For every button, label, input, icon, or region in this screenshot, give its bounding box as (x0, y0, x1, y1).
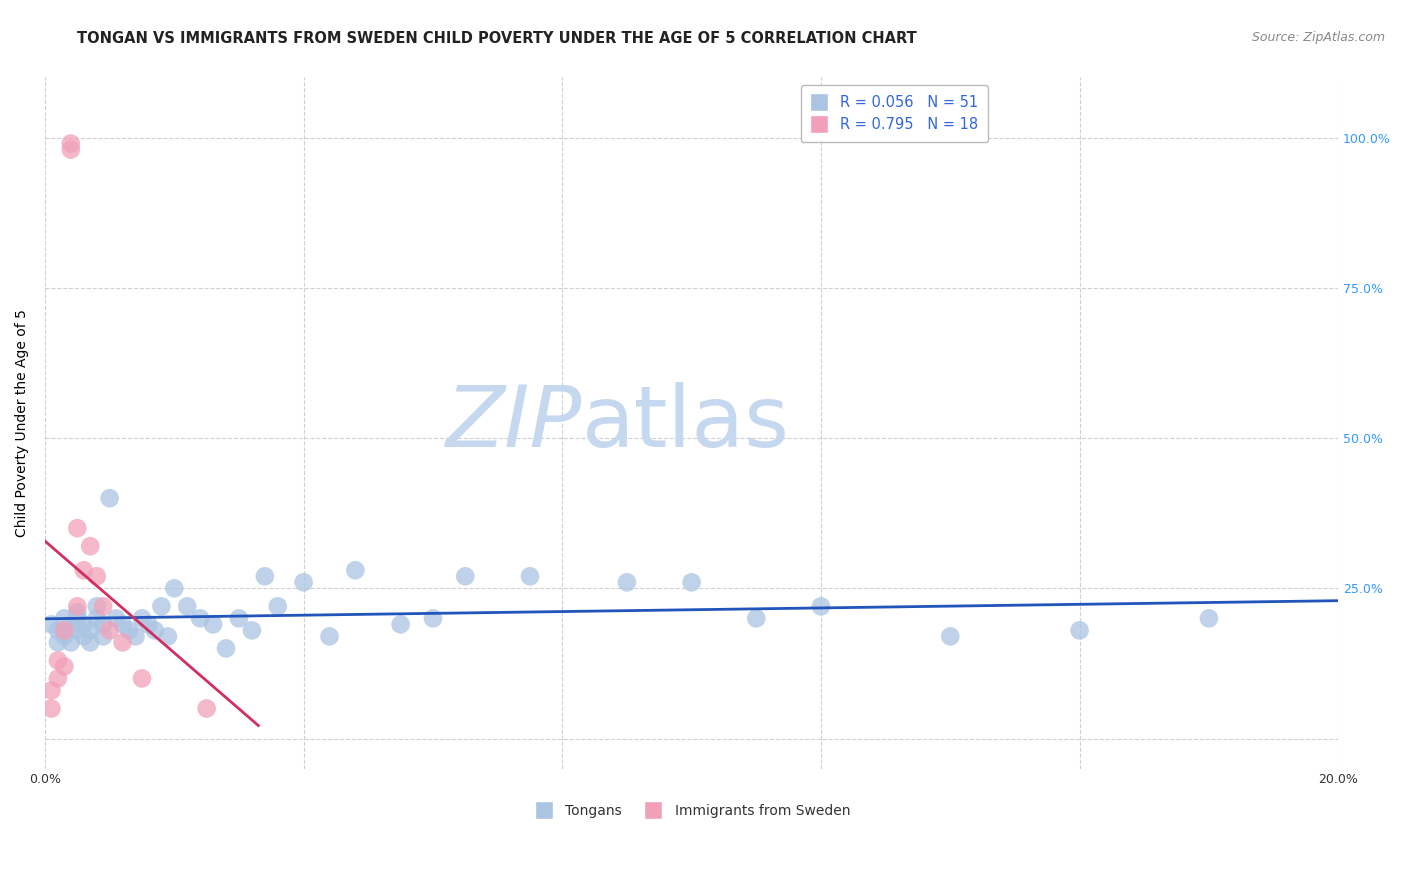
Point (681, 575, 703, 590)
Point (59, 617, 82, 632)
Point (1198, 611, 1220, 625)
Point (344, 563, 367, 577)
Point (91, 599, 114, 614)
Point (519, 569, 541, 583)
Point (240, 624, 263, 638)
Point (66, 599, 89, 614)
Point (195, 701, 218, 715)
Point (176, 599, 198, 614)
Point (202, 617, 225, 632)
Point (46, 635, 69, 649)
Point (98, 624, 121, 638)
Point (318, 629, 340, 643)
Point (111, 635, 134, 649)
Point (86, 569, 108, 583)
Point (156, 629, 179, 643)
Point (79, 635, 101, 649)
Point (46, 653, 69, 667)
Point (292, 575, 315, 590)
Point (41, 701, 63, 715)
Point (86, 599, 108, 614)
Legend: Tongans, Immigrants from Sweden: Tongans, Immigrants from Sweden (527, 798, 856, 824)
Point (131, 672, 153, 686)
Point (105, 611, 128, 625)
Point (228, 611, 250, 625)
Point (91, 629, 114, 643)
Point (422, 611, 444, 625)
Point (73, 629, 96, 643)
Point (66, 605, 89, 619)
Point (1069, 624, 1091, 638)
Point (138, 617, 160, 632)
Point (79, 624, 101, 638)
Point (41, 683, 63, 698)
Point (98, 491, 121, 505)
Point (188, 611, 211, 625)
Point (53, 624, 76, 638)
Text: TONGAN VS IMMIGRANTS FROM SWEDEN CHILD POVERTY UNDER THE AGE OF 5 CORRELATION CH: TONGAN VS IMMIGRANTS FROM SWEDEN CHILD P… (77, 31, 917, 46)
Point (46, 624, 69, 638)
Point (59, 635, 82, 649)
Point (939, 629, 962, 643)
Point (66, 624, 89, 638)
Text: ZIP: ZIP (446, 382, 582, 465)
Point (91, 617, 114, 632)
Point (59, 136, 82, 151)
Point (53, 659, 76, 673)
Point (253, 569, 276, 583)
Text: Source: ZipAtlas.com: Source: ZipAtlas.com (1251, 31, 1385, 45)
Point (131, 611, 153, 625)
Point (46, 672, 69, 686)
Point (86, 611, 108, 625)
Point (454, 569, 477, 583)
Point (41, 617, 63, 632)
Point (810, 599, 832, 614)
Y-axis label: Child Poverty Under the Age of 5: Child Poverty Under the Age of 5 (15, 310, 30, 537)
Point (118, 624, 141, 638)
Point (66, 521, 89, 535)
Point (111, 617, 134, 632)
Point (79, 539, 101, 553)
Text: atlas: atlas (582, 382, 790, 465)
Point (267, 599, 290, 614)
Point (616, 575, 638, 590)
Point (124, 629, 146, 643)
Point (745, 611, 768, 625)
Point (73, 563, 96, 577)
Point (150, 599, 173, 614)
Point (163, 582, 186, 596)
Point (73, 617, 96, 632)
Point (66, 611, 89, 625)
Point (53, 629, 76, 643)
Point (59, 143, 82, 157)
Point (53, 611, 76, 625)
Point (143, 624, 166, 638)
Point (215, 641, 238, 656)
Point (389, 617, 412, 632)
